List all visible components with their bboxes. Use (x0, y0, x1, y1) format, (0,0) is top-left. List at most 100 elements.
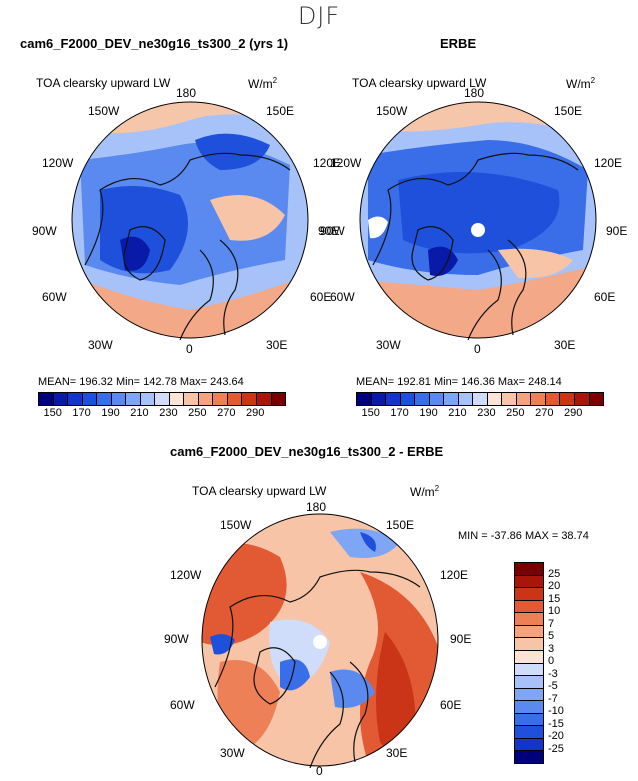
p2-lon-150e: 150E (554, 104, 583, 118)
colorbar-tick: 290 (564, 407, 583, 419)
colorbar-swatch (515, 650, 543, 664)
colorbar-swatch (198, 393, 214, 405)
colorbar-swatch (516, 393, 532, 405)
diff-lon-180: 180 (306, 500, 327, 514)
colorbar-swatch (515, 726, 543, 739)
colorbar-swatch (444, 393, 459, 405)
p1-lon-60e: 60E (310, 290, 332, 304)
p1-lon-30e: 30E (266, 338, 288, 352)
colorbar-swatch (515, 600, 543, 614)
colorbar-tick: -7 (548, 692, 558, 705)
colorbar-swatch (111, 393, 127, 405)
colorbar-tick: 190 (419, 407, 438, 419)
colorbar-tick: 3 (548, 642, 555, 655)
p1-lon-150e: 150E (266, 104, 295, 118)
p2-lon-180: 180 (464, 86, 485, 100)
colorbar-tick: 250 (506, 407, 525, 419)
p1-lon-0: 0 (186, 342, 193, 356)
diff-colorbar-ticks: 25 20 15 10 7 5 3 0 -3 -5 -7 -10 -15 -20 -25 (548, 562, 588, 762)
panel2-variable: TOA clearsky upward LW (352, 76, 487, 90)
colorbar-tick: 170 (72, 407, 91, 419)
colorbar-tick: 7 (548, 617, 555, 630)
diff-cold-patch (280, 659, 310, 691)
colorbar-swatch (589, 393, 604, 405)
colorbar-tick: 270 (217, 407, 236, 419)
colorbar-swatch (97, 393, 112, 405)
colorbar-tick: 270 (535, 407, 554, 419)
colorbar-tick: -10 (548, 705, 564, 717)
diff-lon-60e: 60E (440, 698, 462, 712)
panel1-colorbar-ticks: 150 170 190 210 230 250 270 290 (38, 407, 284, 421)
colorbar-tick: 230 (477, 407, 496, 419)
colorbar-swatch (82, 393, 98, 405)
colorbar-tick: 5 (548, 630, 555, 642)
panel1-map (71, 101, 309, 340)
diff-lon-30e: 30E (386, 746, 408, 760)
colorbar-swatch (429, 393, 445, 405)
diff-cool-north (330, 528, 400, 558)
diff-lon-30w: 30W (220, 746, 245, 760)
p1-lon-120w: 120W (42, 156, 74, 170)
p2-lon-0: 0 (474, 342, 481, 356)
colorbar-swatch (169, 393, 185, 405)
panel1-variable: TOA clearsky upward LW (36, 76, 171, 90)
panel2-stats: MEAN= 192.81 Min= 146.36 Max= 248.14 (356, 376, 562, 388)
colorbar-swatch (515, 625, 543, 639)
diff-cold-west (210, 634, 235, 655)
diff-colorbar (514, 562, 544, 764)
p1-lon-30w: 30W (88, 338, 113, 352)
colorbar-swatch (53, 393, 69, 405)
colorbar-swatch (531, 393, 546, 405)
panel2-warm-patch (498, 248, 573, 279)
panel2-colorbar (356, 392, 604, 406)
p1-lon-60w: 60W (42, 290, 67, 304)
colorbar-swatch (415, 393, 430, 405)
colorbar-tick: 250 (188, 407, 207, 419)
colorbar-swatch (400, 393, 416, 405)
panel2-pole-hole (471, 223, 485, 237)
colorbar-tick: -25 (548, 742, 564, 755)
colorbar-swatch (560, 393, 575, 405)
diff-strong-warm (376, 632, 416, 752)
panel2-units: W/m2 (566, 76, 596, 91)
panel1-stats: MEAN= 196.32 Min= 142.78 Max= 243.64 (38, 376, 244, 388)
diff-minmax: MIN = -37.86 MAX = 38.74 (458, 530, 589, 542)
panel2-title: ERBE (440, 36, 477, 51)
colorbar-tick: -5 (548, 680, 558, 692)
colorbar-swatch (487, 393, 503, 405)
p1-lon-180: 180 (176, 86, 197, 100)
colorbar-tick: 150 (361, 407, 380, 419)
colorbar-swatch (242, 393, 257, 405)
colorbar-tick: 150 (43, 407, 62, 419)
colorbar-swatch (458, 393, 474, 405)
diff-lon-90w: 90W (164, 632, 189, 646)
colorbar-swatch (184, 393, 199, 405)
colorbar-tick: 190 (101, 407, 120, 419)
p2-lon-30e: 30E (554, 338, 576, 352)
panel1-warm-patch (210, 195, 285, 241)
colorbar-swatch (515, 751, 543, 763)
colorbar-tick: 10 (548, 605, 561, 617)
p2-lon-120e: 120E (594, 156, 623, 170)
p2-lon-120w: 120W (330, 156, 362, 170)
colorbar-tick: 210 (130, 407, 149, 419)
colorbar-swatch (473, 393, 488, 405)
colorbar-tick: -15 (548, 717, 564, 730)
p2-lon-150w: 150W (376, 104, 408, 118)
colorbar-tick: -3 (548, 667, 558, 680)
colorbar-swatch (515, 638, 543, 651)
season-title: DJF (297, 2, 341, 30)
p1-lon-90e: 90E (318, 224, 340, 238)
colorbar-swatch (515, 688, 543, 702)
colorbar-tick: 25 (548, 567, 561, 580)
colorbar-tick: 0 (548, 655, 555, 667)
panel1-coastlines (84, 152, 291, 340)
colorbar-swatch (227, 393, 243, 405)
colorbar-swatch (515, 701, 543, 714)
p2-lon-90e: 90E (606, 224, 628, 238)
colorbar-swatch (515, 563, 543, 576)
p1-lon-90w: 90W (32, 224, 57, 238)
diff-lon-60w: 60W (170, 698, 195, 712)
panel1-title: cam6_F2000_DEV_ne30g16_ts300_2 (yrs 1) (20, 36, 289, 51)
diff-cold-north (360, 532, 376, 552)
